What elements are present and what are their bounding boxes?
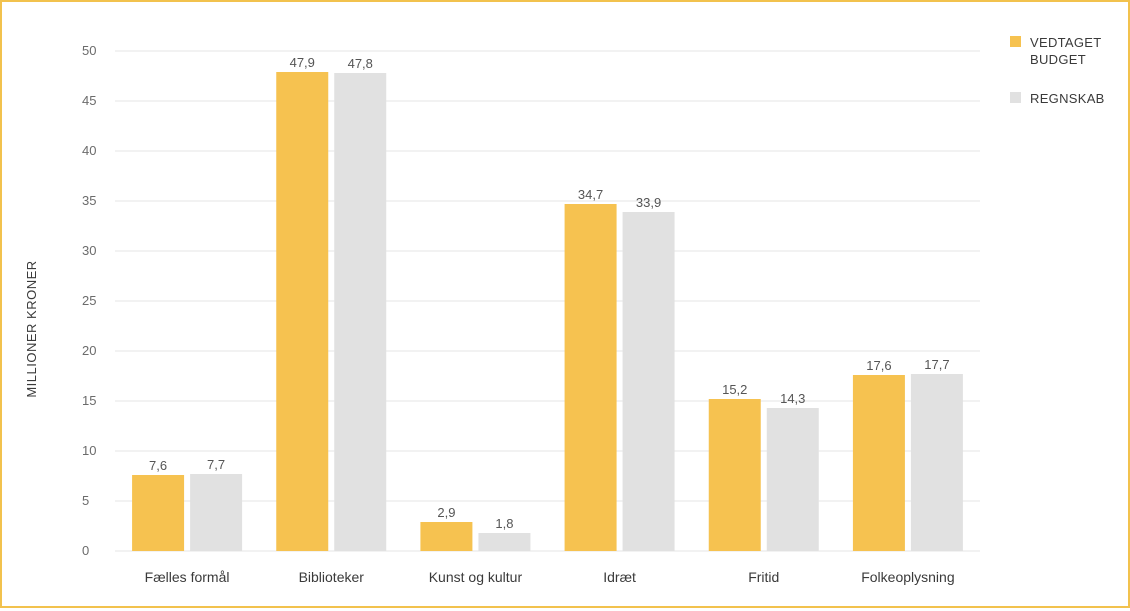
bar	[910, 374, 963, 551]
x-category-label: Fritid	[748, 569, 779, 585]
x-category-label: Kunst og kultur	[429, 569, 523, 585]
data-labels: 7,6 7,7 47,9 47,8 2,9 1,8 34,7 33,9 15,2 14,3 17,6…	[149, 55, 950, 531]
legend-label: REGNSKAB	[1030, 91, 1105, 106]
data-label: 14,3	[780, 391, 805, 406]
bar	[852, 375, 905, 551]
y-tick-label: 10	[82, 443, 96, 458]
x-category-label: Fælles formål	[145, 569, 230, 585]
y-tick-label: 5	[82, 493, 89, 508]
data-label: 1,8	[495, 516, 513, 531]
x-category-label: Idræt	[603, 569, 636, 585]
legend: VEDTAGET BUDGET REGNSKAB	[1010, 35, 1105, 106]
legend-swatch	[1010, 36, 1021, 47]
bar	[564, 204, 617, 551]
y-axis-ticks: 0 5 10 15 20 25 30 35 40 45 50	[82, 43, 96, 558]
bar	[766, 408, 819, 551]
y-tick-label: 15	[82, 393, 96, 408]
y-tick-label: 20	[82, 343, 96, 358]
y-tick-label: 40	[82, 143, 96, 158]
bar	[276, 72, 329, 551]
legend-label: BUDGET	[1030, 52, 1086, 67]
bars	[132, 72, 963, 551]
y-tick-label: 25	[82, 293, 96, 308]
bar	[420, 522, 473, 551]
x-category-label: Biblioteker	[299, 569, 365, 585]
gridlines	[115, 50, 980, 552]
data-label: 7,6	[149, 458, 167, 473]
legend-swatch	[1010, 92, 1021, 103]
y-tick-label: 50	[82, 43, 96, 58]
y-tick-label: 35	[82, 193, 96, 208]
bar	[132, 475, 185, 551]
data-label: 47,9	[290, 55, 315, 70]
data-label: 34,7	[578, 187, 603, 202]
data-label: 7,7	[207, 457, 225, 472]
x-category-label: Folkeoplysning	[861, 569, 954, 585]
x-axis-categories: Fælles formål Biblioteker Kunst og kultur I…	[145, 569, 955, 585]
bar	[622, 212, 675, 551]
data-label: 17,7	[924, 357, 949, 372]
bar	[190, 474, 243, 551]
data-label: 17,6	[866, 358, 891, 373]
y-tick-label: 30	[82, 243, 96, 258]
bar	[478, 533, 531, 551]
y-tick-label: 0	[82, 543, 89, 558]
data-label: 33,9	[636, 195, 661, 210]
y-tick-label: 45	[82, 93, 96, 108]
data-label: 15,2	[722, 382, 747, 397]
bar	[708, 399, 761, 551]
data-label: 47,8	[348, 56, 373, 71]
legend-label: VEDTAGET	[1030, 35, 1102, 50]
data-label: 2,9	[437, 505, 455, 520]
bar	[334, 73, 387, 551]
y-axis-label: MILLIONER KRONER	[24, 260, 39, 397]
